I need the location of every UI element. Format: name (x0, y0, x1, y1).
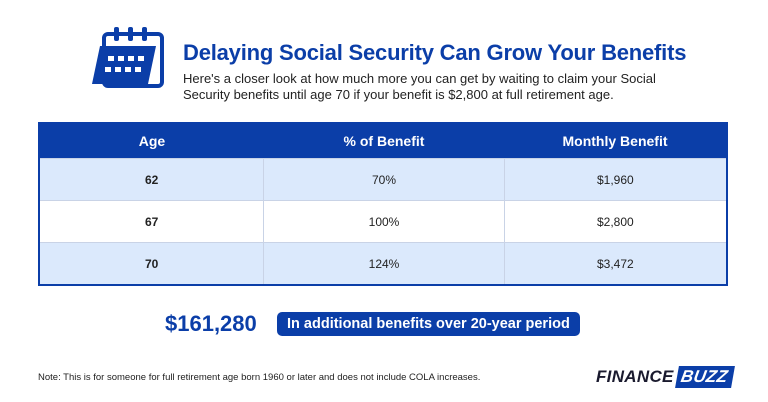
cell-monthly: $1,960 (503, 159, 726, 200)
cell-age: 62 (144, 172, 159, 187)
footnote: Note: This is for someone for full retir… (38, 372, 481, 383)
calendar-icon (92, 27, 164, 88)
total-amount: $161,280 (165, 311, 257, 336)
financebuzz-logo: FINANCE BUZZ (596, 364, 735, 390)
cell-percent: 124% (263, 243, 503, 284)
cell-monthly: $2,800 (503, 201, 726, 242)
logo-text-finance: FINANCE (596, 367, 674, 386)
logo-text-buzz: BUZZ (674, 366, 735, 388)
column-header-age: Age (138, 133, 166, 149)
page-title: Delaying Social Security Can Grow Your B… (183, 40, 687, 65)
table-row: 62 70% $1,960 (40, 158, 726, 200)
total-label-badge: In additional benefits over 20-year peri… (277, 312, 580, 336)
column-header-monthly: Monthly Benefit (562, 133, 668, 149)
cell-percent: 100% (263, 201, 503, 242)
column-header-percent: % of Benefit (343, 133, 425, 149)
table-row: 67 100% $2,800 (40, 200, 726, 242)
cell-percent: 70% (263, 159, 503, 200)
cell-age: 70 (144, 256, 159, 271)
cell-monthly: $3,472 (503, 243, 726, 284)
table-header: Age % of Benefit Monthly Benefit (40, 124, 726, 158)
page-subtitle: Here's a closer look at how much more yo… (183, 71, 656, 102)
cell-age: 67 (144, 214, 159, 229)
table-row: 70 124% $3,472 (40, 242, 726, 284)
benefits-table: Age % of Benefit Monthly Benefit 62 70% … (38, 122, 728, 286)
